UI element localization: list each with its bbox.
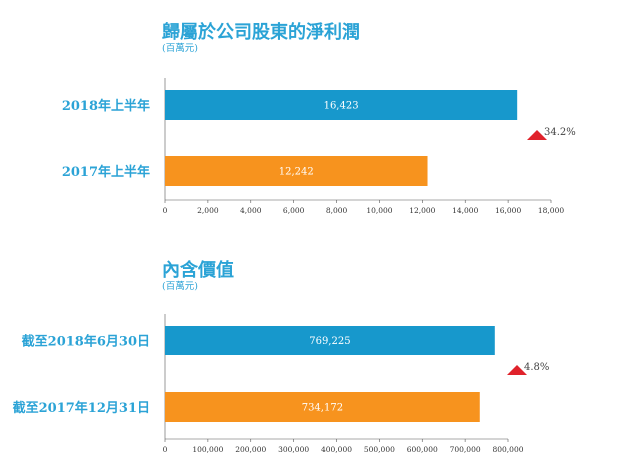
ev-x-tick-label: 400,000 [321, 445, 352, 454]
profit-x-tick-label: 12,000 [409, 206, 435, 215]
ev-bar-previous [165, 392, 480, 422]
ev-chart-unit: (百萬元) [162, 280, 198, 292]
profit-x-tick-label: 14,000 [452, 206, 478, 215]
profit-x-tick-label: 16,000 [495, 206, 521, 215]
ev-category-label: 截至2018年6月30日 [22, 334, 150, 350]
profit-bar-value-label: 16,423 [324, 101, 359, 112]
profit-x-tick-label: 6,000 [283, 206, 305, 215]
profit-x-tick-label: 0 [163, 206, 168, 215]
profit-x-tick-label: 8,000 [326, 206, 348, 215]
profit-bar-previous [165, 156, 428, 186]
profit-bar-value-label: 12,242 [279, 167, 314, 178]
ev-category-label: 截至2017年12月31日 [13, 400, 150, 416]
ev-x-tick-label: 600,000 [407, 445, 438, 454]
ev-bar-value-label: 734,172 [302, 403, 343, 414]
profit-change-percent: 34.2% [544, 127, 576, 138]
ev-x-tick-label: 500,000 [364, 445, 395, 454]
profit-x-tick-label: 18,000 [538, 206, 564, 215]
profit-x-tick-label: 4,000 [240, 206, 262, 215]
profit-up-arrow-icon [527, 130, 547, 140]
ev-x-tick-label: 800,000 [492, 445, 523, 454]
profit-chart-unit: (百萬元) [162, 42, 198, 54]
ev-bar-value-label: 769,225 [309, 336, 350, 347]
ev-x-tick-label: 200,000 [235, 445, 266, 454]
profit-category-label: 2018年上半年 [62, 98, 150, 114]
ev-up-arrow-icon [507, 365, 527, 375]
profit-x-tick-label: 2,000 [197, 206, 219, 215]
ev-change-percent: 4.8% [524, 362, 549, 373]
profit-bar-current [165, 90, 518, 120]
profit-x-tick-label: 10,000 [366, 206, 392, 215]
ev-x-tick-label: 300,000 [278, 445, 309, 454]
ev-chart-title: 內含價值 [162, 259, 234, 281]
ev-bar-current [165, 326, 495, 355]
profit-chart-title: 歸屬於公司股東的淨利潤 [162, 21, 360, 43]
ev-x-tick-label: 100,000 [192, 445, 223, 454]
ev-x-tick-label: 0 [163, 445, 168, 454]
ev-x-tick-label: 700,000 [450, 445, 481, 454]
profit-category-label: 2017年上半年 [62, 164, 150, 180]
